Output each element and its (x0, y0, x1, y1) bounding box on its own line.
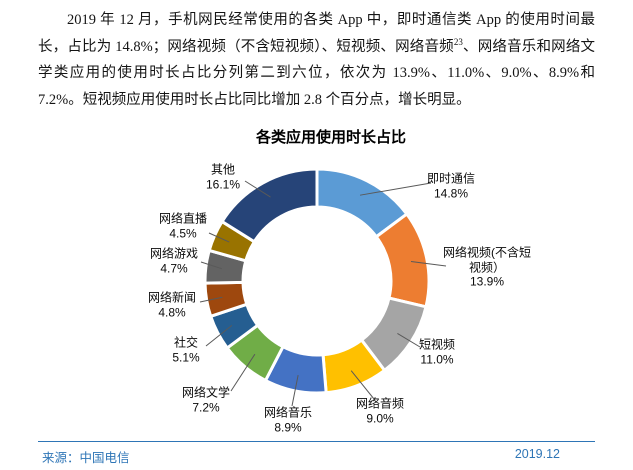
slice-name: 网络音乐 (263, 405, 313, 420)
slice-percent: 4.7% (160, 261, 188, 275)
chart-title: 各类应用使用时长占比 (255, 129, 406, 146)
leader-line-others (244, 180, 271, 198)
slice-label-online-music: 网络音乐 8.9% (264, 406, 312, 435)
slice-label-social: 社交 5.1% (172, 336, 199, 365)
paragraph-text-part1: 2019 年 12 月，手机网民经常使用的各类 App 中，即时通信类 App … (38, 12, 595, 55)
leader-line-online-video (410, 261, 447, 267)
leader-line-online-news (199, 296, 223, 303)
slice-name: 网络直播 (158, 211, 208, 226)
leader-line-live-streaming (208, 232, 230, 243)
slice-label-online-video: 网络视频(不含短 视频） 13.9% (443, 245, 531, 289)
slice-label-online-news: 网络新闻 4.8% (148, 291, 196, 320)
slice-label-online-games: 网络游戏 4.7% (150, 247, 198, 276)
slice-name: 网络文学 (181, 385, 231, 400)
slice-name: 网络视频(不含短 (443, 245, 531, 260)
leader-line-online-audio (350, 370, 375, 400)
slice-label-online-literature: 网络文学 7.2% (182, 386, 230, 415)
donut-slice-others (220, 167, 319, 244)
slice-name: 即时通信 (426, 171, 476, 186)
slice-name: 短视频 (418, 337, 456, 352)
slice-percent: 5.1% (172, 350, 200, 364)
leader-line-short-video (397, 333, 421, 348)
slice-label-short-video: 短视频 11.0% (419, 338, 455, 367)
slice-name: 网络游戏 (149, 246, 199, 261)
paragraph-text-part2: 、网络音乐和网络文学类应用的使用时长占比分列第二到六位，依次为 13.9%、11… (38, 38, 596, 108)
slice-label-live-streaming: 网络直播 4.5% (159, 212, 207, 241)
slice-percent: 11.0% (420, 352, 454, 366)
slice-label-others: 其他 16.1% (206, 163, 240, 192)
slice-percent: 4.8% (158, 305, 186, 319)
slice-name: 网络音频 (355, 396, 405, 411)
leader-line-online-music (291, 375, 299, 407)
slice-percent: 9.0% (366, 411, 394, 425)
footnote-superscript: 23 (453, 36, 463, 47)
leader-line-online-literature (230, 353, 256, 392)
slice-percent: 14.8% (433, 186, 469, 200)
slice-percent: 8.9% (274, 420, 302, 434)
leader-line-social (205, 324, 233, 347)
slice-percent: 13.9% (469, 274, 505, 289)
body-paragraph: 2019 年 12 月，手机网民经常使用的各类 App 中，即时通信类 App … (38, 7, 595, 113)
slice-percent: 4.5% (169, 226, 197, 240)
leader-line-online-games (200, 261, 222, 270)
leader-line-instant-messaging (359, 182, 432, 196)
slice-label-instant-messaging: 即时通信 14.8% (427, 172, 475, 201)
slice-label-online-audio: 网络音频 9.0% (356, 397, 404, 426)
slice-name: 社交 (173, 335, 199, 350)
slice-name: 网络新闻 (147, 290, 197, 305)
report-date: 2019.12 (514, 447, 560, 461)
slice-percent: 16.1% (205, 177, 241, 191)
slice-name: 其他 (210, 162, 235, 177)
source-label: 来源：中国电信 (42, 451, 130, 465)
slice-name: 视频） (468, 259, 505, 274)
footer-divider (38, 441, 595, 442)
slice-percent: 7.2% (192, 400, 220, 414)
